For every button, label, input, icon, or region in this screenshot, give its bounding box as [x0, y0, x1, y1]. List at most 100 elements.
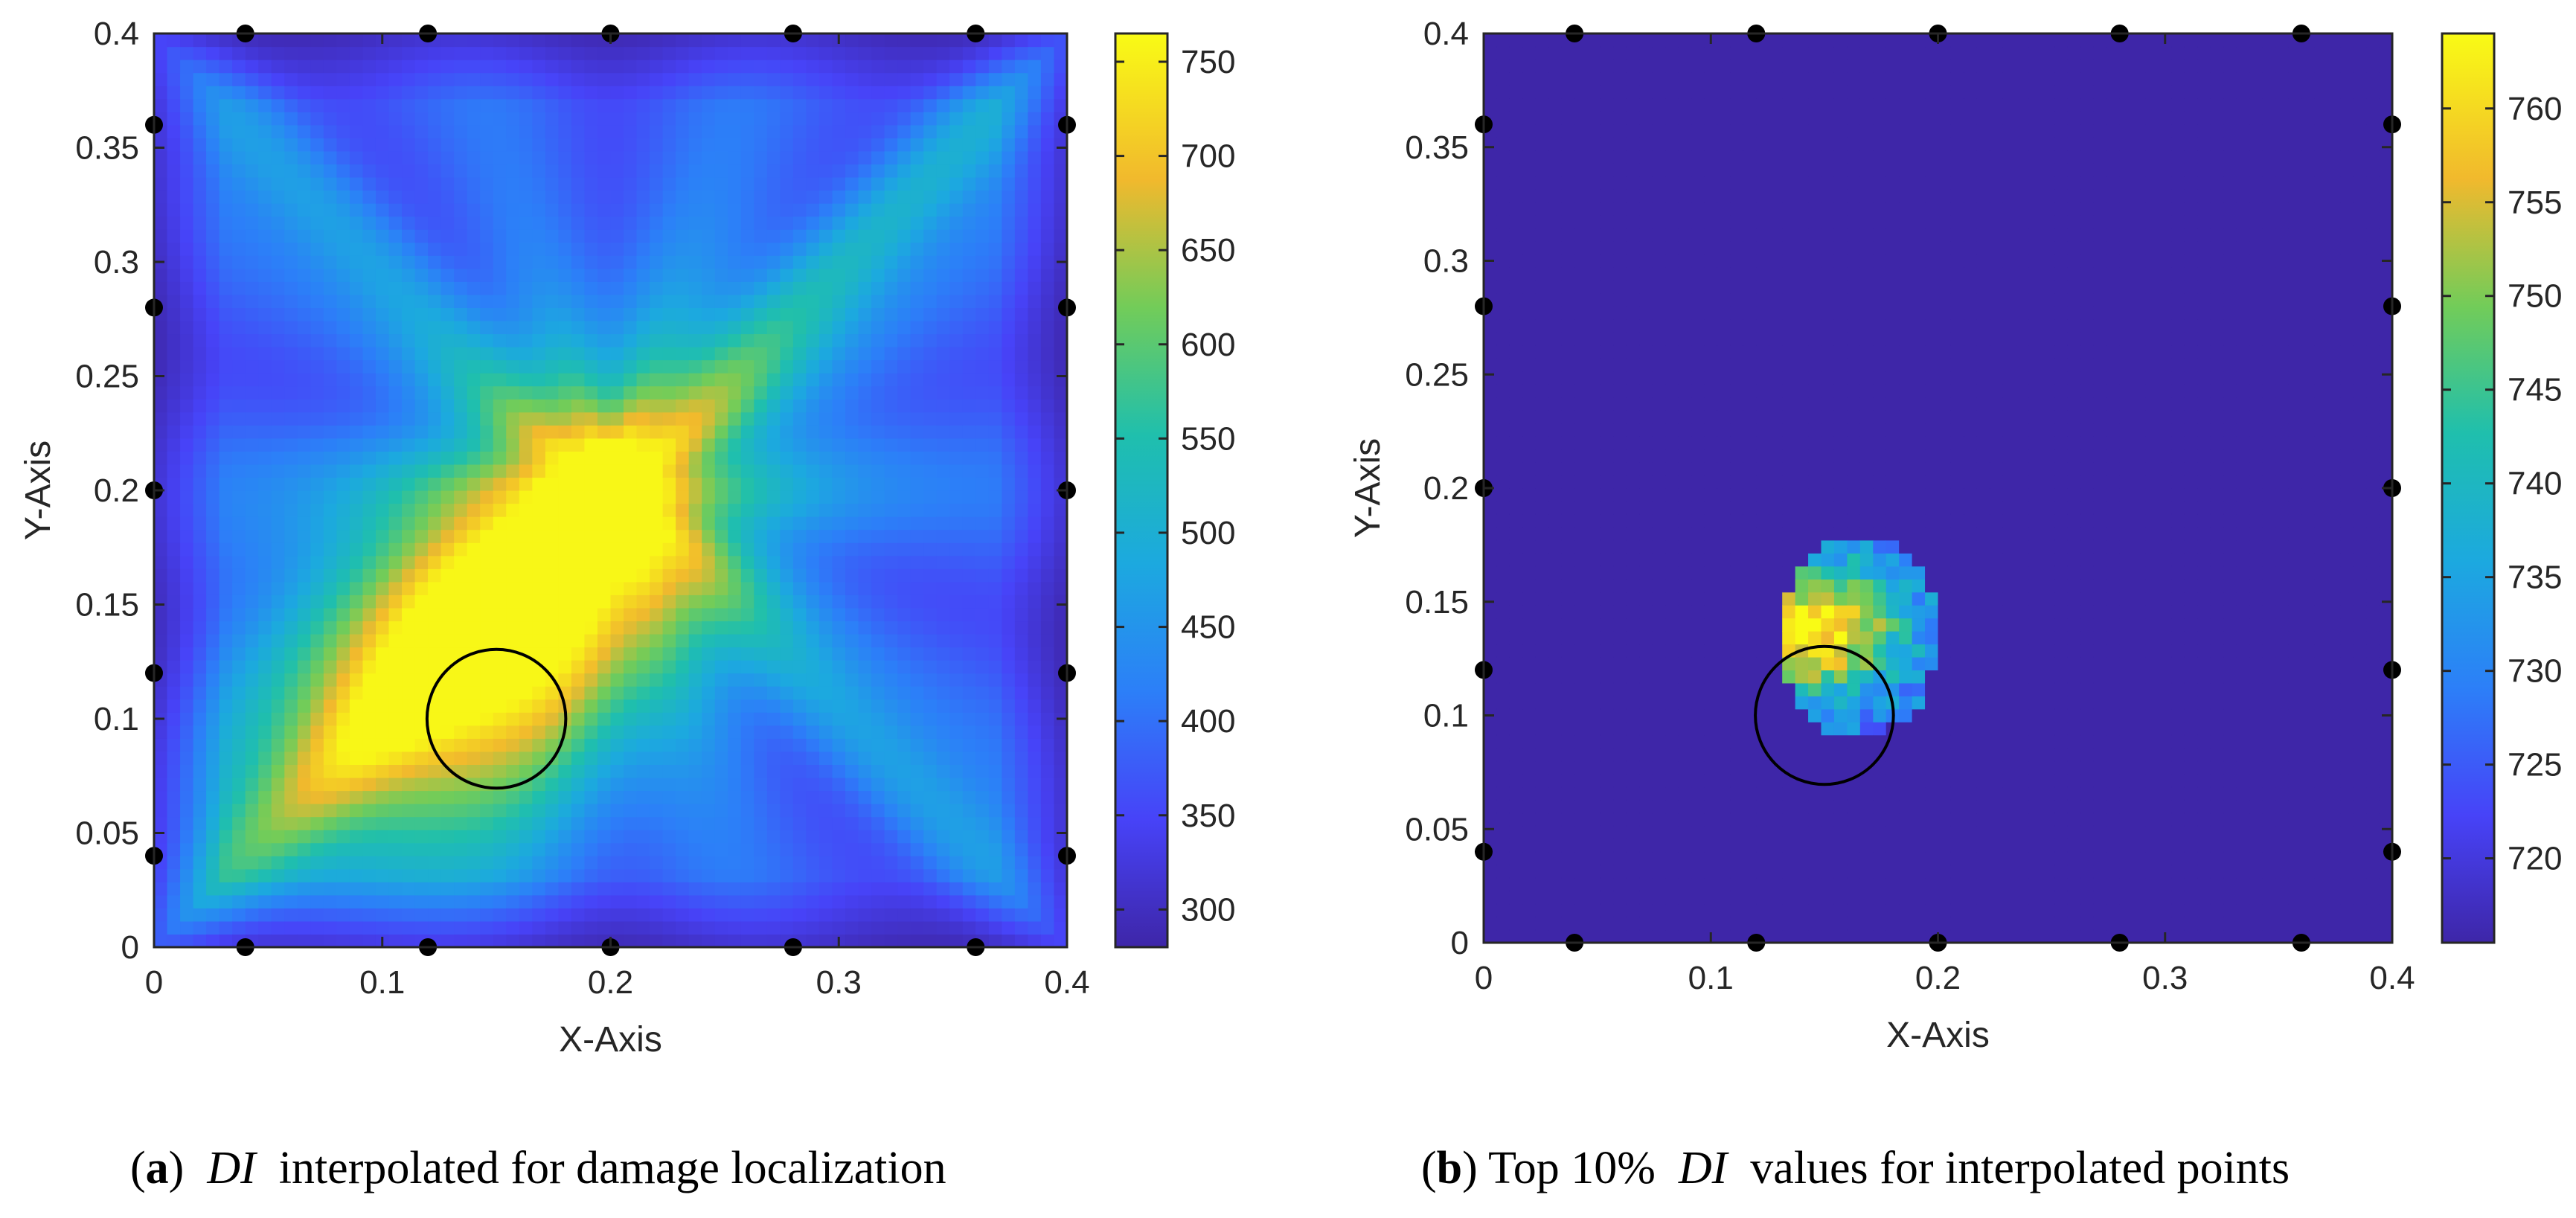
heatmap-cell — [362, 359, 377, 374]
heatmap-cell — [571, 516, 586, 531]
heatmap-cell — [454, 411, 468, 426]
heatmap-cell — [271, 594, 285, 609]
heatmap-cell — [480, 633, 494, 648]
heatmap-cell — [428, 176, 442, 191]
heatmap-cell — [624, 581, 638, 595]
heatmap-cell — [232, 359, 246, 374]
heatmap-cell — [232, 333, 246, 347]
heatmap-cell — [193, 333, 207, 347]
heatmap-cell — [284, 124, 298, 138]
heatmap-cell — [845, 86, 859, 100]
heatmap-cell — [584, 529, 598, 543]
heatmap-cell — [1002, 451, 1016, 465]
heatmap-cell — [362, 607, 377, 622]
heatmap-cell — [676, 686, 690, 700]
heatmap-cell — [818, 764, 833, 778]
heatmap-cell — [923, 686, 938, 700]
heatmap-cell — [897, 725, 911, 739]
heatmap-cell — [167, 229, 181, 243]
heatmap-cell — [1002, 920, 1016, 935]
heatmap-cell — [702, 33, 716, 48]
heatmap-cell — [402, 894, 416, 908]
heatmap-cell — [858, 529, 872, 543]
heatmap-cell — [180, 72, 194, 86]
heatmap-cell — [402, 777, 416, 792]
heatmap-cell — [467, 229, 481, 243]
heatmap-cell — [454, 868, 468, 882]
heatmap-cell — [936, 307, 950, 321]
heatmap-cell — [766, 633, 781, 648]
heatmap-cell — [766, 437, 781, 452]
heatmap-cell — [219, 490, 233, 504]
heatmap-cell — [740, 138, 754, 152]
heatmap-cell — [910, 920, 924, 935]
heatmap-cell — [219, 568, 233, 583]
heatmap-cell — [428, 920, 442, 935]
heatmap-cell — [949, 647, 964, 661]
heatmap-cell — [454, 150, 468, 165]
heatmap-cell — [480, 464, 494, 478]
heatmap-cell — [636, 777, 650, 792]
heatmap-cell — [1002, 621, 1016, 635]
heatmap-cell — [975, 725, 990, 739]
heatmap-cell — [193, 516, 207, 531]
heatmap-cell — [467, 830, 481, 844]
heatmap-cell — [662, 176, 676, 191]
heatmap-cell — [414, 542, 429, 557]
heatmap-cell — [232, 176, 246, 191]
heatmap-cell — [271, 908, 285, 922]
heatmap-cell — [232, 516, 246, 531]
heatmap-cell — [676, 451, 690, 465]
heatmap-cell — [167, 190, 181, 204]
heatmap-cell — [323, 856, 337, 870]
heatmap-cell — [975, 150, 990, 165]
heatmap-cell — [676, 804, 690, 818]
heatmap-cell — [845, 437, 859, 452]
heatmap-cell — [154, 333, 168, 347]
heatmap-cell — [349, 72, 364, 86]
heatmap-cell — [388, 790, 403, 804]
heatmap-cell — [624, 621, 638, 635]
heatmap-cell — [375, 920, 390, 935]
heatmap-cell — [636, 712, 650, 726]
heatmap-cell — [884, 660, 898, 674]
heatmap-cell — [728, 150, 742, 165]
heatmap-cell — [792, 764, 807, 778]
heatmap-cell — [636, 830, 650, 844]
heatmap-cell — [271, 477, 285, 491]
heatmap-cell — [858, 777, 872, 792]
heatmap-cell — [480, 124, 494, 138]
heatmap-cell — [650, 568, 664, 583]
heatmap-cell — [662, 477, 676, 491]
heatmap-cell — [571, 699, 586, 713]
heatmap-cell — [923, 894, 938, 908]
heatmap-cell — [597, 98, 612, 112]
heatmap-cell — [624, 294, 638, 308]
heatmap-cell — [428, 333, 442, 347]
heatmap-cell — [936, 451, 950, 465]
heatmap-cell — [428, 347, 442, 361]
heatmap-cell — [806, 725, 820, 739]
heatmap-cell — [1040, 804, 1055, 818]
heatmap-cell — [858, 281, 872, 295]
heatmap-cell — [467, 934, 481, 947]
heatmap-cell — [402, 516, 416, 531]
heatmap-cell — [1040, 725, 1055, 739]
heatmap-cell — [597, 738, 612, 752]
heatmap-cell — [480, 686, 494, 700]
heatmap-cell — [597, 46, 612, 60]
heatmap-cell — [258, 790, 272, 804]
heatmap-cell — [792, 60, 807, 74]
heatmap-cell — [414, 229, 429, 243]
heatmap-cell — [988, 816, 1002, 830]
heatmap-cell — [323, 46, 337, 60]
heatmap-cell — [440, 607, 455, 622]
heatmap-cell — [480, 98, 494, 112]
heatmap-cell — [1054, 60, 1067, 74]
heatmap-cell — [258, 320, 272, 335]
heatmap-cell — [440, 738, 455, 752]
heatmap-cell — [584, 738, 598, 752]
heatmap-cell — [388, 920, 403, 935]
heatmap-cell — [323, 516, 337, 531]
heatmap-cell — [650, 503, 664, 517]
